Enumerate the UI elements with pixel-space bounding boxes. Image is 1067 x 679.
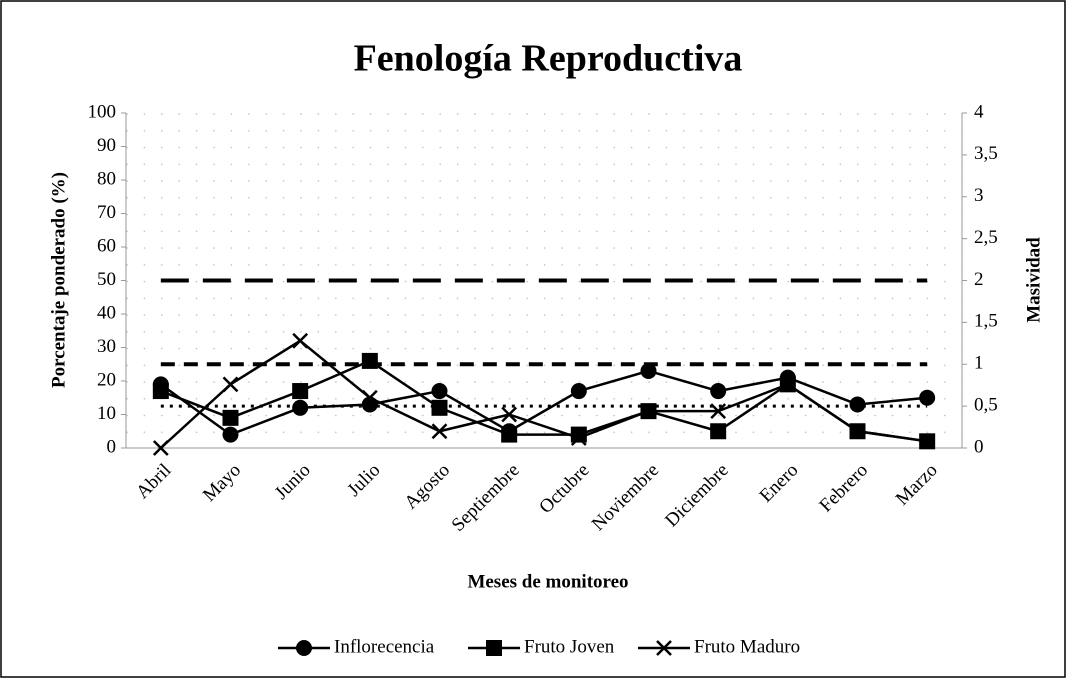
y-tick-label: 10 [97,403,116,424]
marker [501,426,518,443]
y-tick-label: 40 [97,302,116,323]
y2-tick-label: 1 [974,353,984,374]
y2-tick-label: 1,5 [974,311,998,332]
marker [222,426,239,443]
legend-label: Fruto Maduro [694,636,800,657]
y-tick-label: 80 [97,168,116,189]
legend-label: Fruto Joven [524,636,615,657]
marker [849,423,866,440]
x-axis-label: Meses de monitoreo [467,571,628,592]
marker [152,383,169,400]
legend-label: Inflorecencia [334,636,435,657]
marker [431,383,448,400]
series-line [159,339,928,449]
y2-tick-label: 4 [974,101,984,122]
marker [570,430,587,446]
marker [431,399,448,416]
marker [292,383,309,400]
marker [292,332,309,349]
marker [919,433,936,450]
marker [361,389,378,406]
marker [779,376,796,393]
marker [486,640,502,656]
marker [570,426,587,443]
y-tick-label: 90 [97,135,116,156]
marker [710,383,727,400]
marker [919,389,936,406]
marker [570,383,587,400]
marker [849,396,866,413]
y-tick-label: 0 [107,436,117,457]
marker [710,423,727,440]
marker [431,423,448,440]
marker [292,399,309,416]
y2-tick-label: 0 [974,436,984,457]
y-tick-label: 100 [88,101,117,122]
y-tick-label: 30 [97,336,116,357]
y-axis-label: Porcentaje ponderado (%) [48,172,69,388]
y2-tick-label: 3,5 [974,143,998,164]
marker [152,440,169,456]
marker [501,406,518,423]
marker [222,409,239,426]
y2-tick-label: 3 [974,185,984,206]
y-tick-label: 50 [97,269,116,290]
series-line [160,369,928,437]
marker [656,640,672,656]
y2-tick-label: 2,5 [974,227,998,248]
marker [640,403,657,420]
marker [222,376,239,393]
y2-tick-label: 2 [974,269,984,290]
chart-title: Fenología Reproductiva [354,38,743,80]
y-tick-label: 60 [97,235,116,256]
marker [361,352,378,369]
y2-axis-label: Masividad [1023,237,1044,323]
marker [640,362,657,379]
y-tick-label: 70 [97,202,116,223]
y2-tick-label: 0,5 [974,394,998,415]
marker [710,403,727,420]
marker [296,640,312,656]
y-tick-label: 20 [97,369,116,390]
